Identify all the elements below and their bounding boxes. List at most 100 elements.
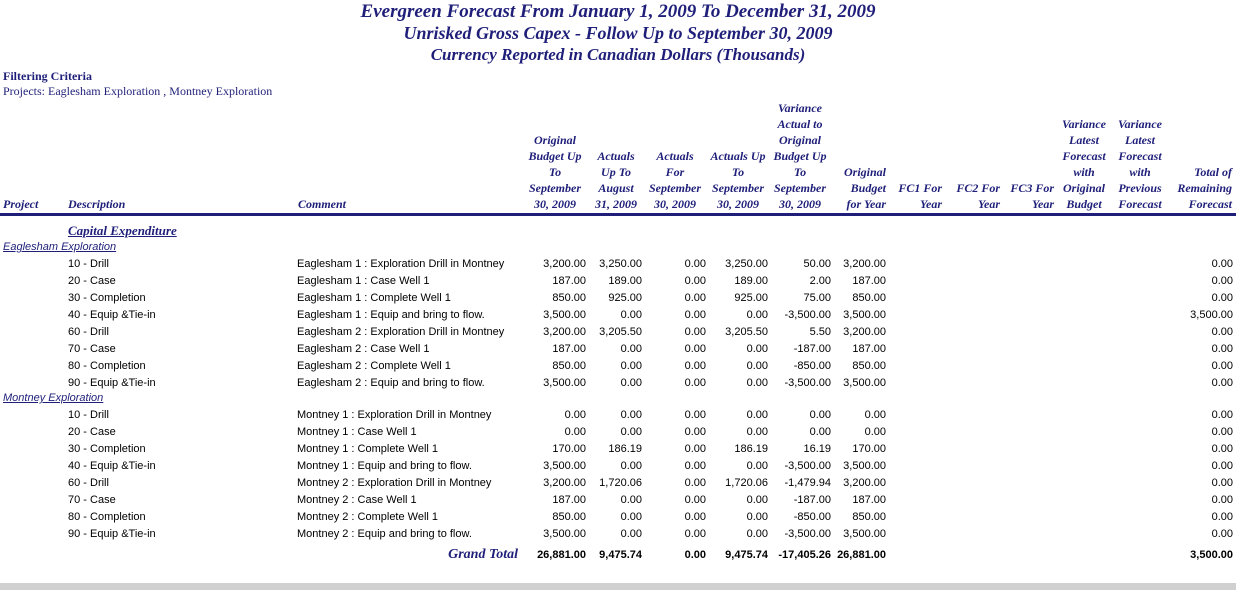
header-total-remaining: Total of Remaining Forecast: [1168, 164, 1232, 212]
header-var-latest-prev-line: Latest: [1125, 133, 1155, 147]
actuals-to-sep-cell: 189.00: [734, 275, 768, 287]
header-fc2-line: Year: [978, 197, 1000, 211]
description-cell: 70 - Case: [68, 343, 116, 355]
actuals-aug-cell: 0.00: [620, 511, 642, 523]
actuals-sep-cell: 0.00: [684, 326, 706, 338]
header-orig-year-line: Original: [843, 165, 886, 179]
header-fc3-line: Year: [1032, 197, 1054, 211]
header-project-line: Project: [3, 197, 39, 211]
report-title-line1: Evergreen Forecast From January 1, 2009 …: [360, 1, 876, 22]
actuals-sep-cell: 0.00: [684, 494, 706, 506]
grand-total-label: Grand Total: [448, 547, 518, 562]
actuals-sep-cell: 0.00: [684, 460, 706, 472]
header-actuals-sep-line: 30, 2009: [654, 197, 696, 211]
comment-cell: Eaglesham 1 : Complete Well 1: [297, 292, 451, 304]
remaining-cell: 0.00: [1211, 494, 1233, 506]
table-row: 30 - Completion Eaglesham 1 : Complete We…: [0, 291, 1236, 308]
orig-budget-cell: 3,200.00: [543, 326, 586, 338]
actuals-to-sep-cell: 186.19: [734, 443, 768, 455]
header-actuals-aug-line: Actuals: [597, 149, 635, 163]
actuals-to-sep-cell: 0.00: [746, 460, 768, 472]
actuals-aug-cell: 189.00: [608, 275, 642, 287]
filtering-criteria-value: Projects: Eaglesham Exploration , Montne…: [3, 84, 273, 98]
comment-cell: Montney 2 : Exploration Drill in Montney: [297, 477, 492, 489]
grand-total-actuals-aug: 9,475.74: [599, 549, 642, 561]
header-project: Project: [3, 196, 63, 212]
comment-cell: Eaglesham 2 : Equip and bring to flow.: [297, 377, 485, 389]
description-cell: 40 - Equip &Tie-in: [68, 460, 156, 472]
header-orig-budget-line: Original: [533, 133, 576, 147]
comment-cell: Montney 1 : Equip and bring to flow.: [297, 460, 472, 472]
description-cell: 10 - Drill: [68, 258, 109, 270]
orig-budget-cell: 187.00: [552, 343, 586, 355]
table-row: 70 - Case Eaglesham 2 : Case Well 1 187.00…: [0, 342, 1236, 359]
orig-budget-cell: 3,200.00: [543, 258, 586, 270]
remaining-cell: 0.00: [1211, 343, 1233, 355]
header-orig-budget-line: To: [548, 165, 562, 179]
header-var-latest-prev-line: Forecast: [1118, 149, 1162, 163]
comment-cell: Eaglesham 2 : Case Well 1: [297, 343, 430, 355]
orig-budget-cell: 3,200.00: [543, 477, 586, 489]
comment-cell: Montney 2 : Equip and bring to flow.: [297, 528, 472, 540]
actuals-to-sep-cell: 925.00: [734, 292, 768, 304]
report-title-line2: Unrisked Gross Capex - Follow Up to Sept…: [403, 23, 833, 43]
header-fc3: FC3 For Year: [1000, 180, 1054, 212]
grand-total-remaining: 3,500.00: [1190, 549, 1233, 561]
actuals-sep-cell: 0.00: [684, 292, 706, 304]
orig-year-cell: 3,500.00: [843, 377, 886, 389]
orig-year-cell: 187.00: [852, 494, 886, 506]
table-row: 80 - Completion Eaglesham 2 : Complete We…: [0, 359, 1236, 376]
remaining-cell: 0.00: [1211, 258, 1233, 270]
actuals-sep-cell: 0.00: [684, 377, 706, 389]
comment-cell: Montney 1 : Case Well 1: [297, 426, 417, 438]
description-cell: 40 - Equip &Tie-in: [68, 309, 156, 321]
header-var-latest-orig: Variance Latest Forecast with Original Budget: [1056, 116, 1112, 212]
table-row: 90 - Equip &Tie-in Eaglesham 2 : Equip an…: [0, 376, 1236, 393]
header-actuals-aug-line: 31, 2009: [595, 197, 637, 211]
header-var-latest-prev-line: Variance: [1117, 117, 1162, 131]
orig-year-cell: 0.00: [864, 426, 886, 438]
actuals-to-sep-cell: 0.00: [746, 528, 768, 540]
header-orig-year-line: for Year: [846, 197, 886, 211]
actuals-to-sep-cell: 0.00: [746, 377, 768, 389]
actuals-to-sep-cell: 0.00: [746, 426, 768, 438]
actuals-aug-cell: 0.00: [620, 494, 642, 506]
remaining-cell: 0.00: [1211, 511, 1233, 523]
actuals-to-sep-cell: 3,250.00: [725, 258, 768, 270]
orig-budget-cell: 3,500.00: [543, 309, 586, 321]
header-fc1: FC1 For Year: [888, 180, 942, 212]
header-comment-line: Comment: [298, 197, 347, 211]
orig-year-cell: 850.00: [852, 292, 886, 304]
orig-budget-cell: 187.00: [552, 275, 586, 287]
remaining-cell: 0.00: [1211, 409, 1233, 421]
header-var-latest-orig-line: with: [1073, 165, 1095, 179]
variance-cell: -1,479.94: [784, 477, 831, 489]
table-row: 40 - Equip &Tie-in Montney 1 : Equip and …: [0, 459, 1236, 476]
actuals-sep-cell: 0.00: [684, 258, 706, 270]
header-variance-actual-line: Variance: [777, 101, 822, 115]
actuals-aug-cell: 0.00: [620, 460, 642, 472]
grand-total-actuals-to-sep: 9,475.74: [725, 549, 768, 561]
header-actuals-aug-line: Up To: [601, 165, 631, 179]
description-cell: 20 - Case: [68, 275, 116, 287]
actuals-to-sep-cell: 0.00: [746, 494, 768, 506]
orig-year-cell: 187.00: [852, 275, 886, 287]
orig-budget-cell: 850.00: [552, 292, 586, 304]
variance-cell: -850.00: [793, 511, 831, 523]
comment-cell: Eaglesham 1 : Exploration Drill in Montn…: [297, 258, 505, 270]
variance-cell: 50.00: [803, 258, 831, 270]
orig-year-cell: 3,200.00: [843, 477, 886, 489]
header-variance-actual-line: To: [793, 165, 807, 179]
variance-cell: -187.00: [793, 494, 831, 506]
variance-cell: 0.00: [809, 409, 831, 421]
header-variance-actual-line: Budget Up: [773, 149, 827, 163]
header-actuals-aug: Actuals Up To August 31, 2009: [590, 148, 642, 212]
description-cell: 90 - Equip &Tie-in: [68, 377, 156, 389]
header-actuals-to-sep-line: 30, 2009: [717, 197, 759, 211]
grand-total-actuals-sep: 0.00: [684, 549, 706, 561]
header-description-line: Description: [68, 197, 126, 211]
orig-budget-cell: 850.00: [552, 511, 586, 523]
actuals-sep-cell: 0.00: [684, 426, 706, 438]
header-actuals-to-sep-line: Actuals Up: [710, 149, 766, 163]
orig-year-cell: 170.00: [852, 443, 886, 455]
